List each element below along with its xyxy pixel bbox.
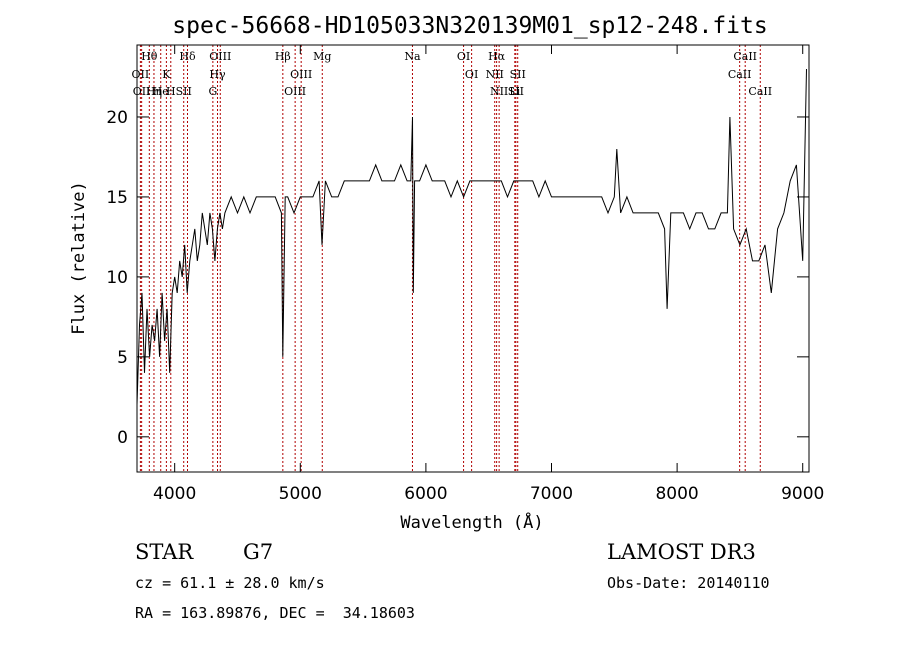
- line-marker-label: Hγ: [209, 68, 226, 81]
- x-tick-label: 9000: [781, 484, 824, 504]
- line-marker-label: Hη: [146, 85, 162, 98]
- line-marker-label: CaII: [728, 68, 752, 81]
- line-marker-label: NII: [486, 68, 504, 81]
- line-marker-label: He: [153, 85, 169, 98]
- line-marker-label: OIII: [284, 85, 306, 98]
- spectrum-line: [136, 68, 807, 405]
- y-axis-label: Flux (relative): [69, 181, 89, 335]
- y-tick-label: 20: [106, 108, 128, 128]
- line-marker-label: OII: [132, 68, 150, 81]
- line-marker-label: Na: [404, 50, 421, 63]
- object-class: STAR: [135, 540, 194, 564]
- x-axis-ticks: 4000 5000 6000 7000 8000 9000: [153, 45, 824, 504]
- line-marker-label: OIII: [209, 50, 231, 63]
- line-marker-label: Li: [509, 85, 520, 98]
- survey-name: LAMOST DR3: [607, 540, 756, 564]
- redshift-readout: cz = 61.1 ± 28.0 km/s: [135, 574, 325, 592]
- line-marker-label: SII: [508, 85, 524, 98]
- line-marker-label: H: [166, 85, 176, 98]
- x-tick-label: 6000: [404, 484, 447, 504]
- line-marker-label: Hθ: [141, 50, 158, 63]
- line-markers: [139, 45, 761, 472]
- x-tick-label: 8000: [655, 484, 698, 504]
- x-tick-label: 5000: [279, 484, 322, 504]
- line-marker-label: K: [162, 68, 171, 81]
- line-marker-label: Mg: [313, 50, 331, 63]
- line-marker-label: CaII: [748, 85, 772, 98]
- observation-date: Obs-Date: 20140110: [607, 574, 770, 592]
- line-marker-label: NII: [490, 85, 508, 98]
- x-axis-label: Wavelength (Å): [400, 511, 543, 533]
- x-tick-label: 7000: [530, 484, 573, 504]
- plot-frame: [136, 44, 810, 473]
- y-axis-ticks: 0 5 10 15 20: [106, 108, 809, 448]
- y-tick-label: 15: [106, 188, 128, 208]
- line-marker-label: CaII: [733, 50, 757, 63]
- line-marker-label: Hβ: [275, 50, 291, 63]
- line-marker-label: Hδ: [179, 50, 196, 63]
- line-marker-label: OI: [457, 50, 470, 63]
- object-subclass: G7: [243, 540, 274, 564]
- chart-title: spec-56668-HD105033N320139M01_sp12-248.f…: [172, 13, 767, 39]
- y-tick-label: 0: [117, 428, 128, 448]
- line-marker-label: SII: [510, 68, 526, 81]
- x-tick-label: 4000: [153, 484, 196, 504]
- line-marker-label: Hα: [488, 50, 506, 63]
- line-marker-label: SII: [176, 85, 192, 98]
- coordinates-readout: RA = 163.89876, DEC = 34.18603: [135, 604, 415, 622]
- y-tick-label: 10: [106, 268, 128, 288]
- line-marker-label: G: [208, 85, 217, 98]
- line-marker-label: OI: [465, 68, 478, 81]
- y-tick-label: 5: [117, 348, 128, 368]
- line-marker-label: OIII: [290, 68, 312, 81]
